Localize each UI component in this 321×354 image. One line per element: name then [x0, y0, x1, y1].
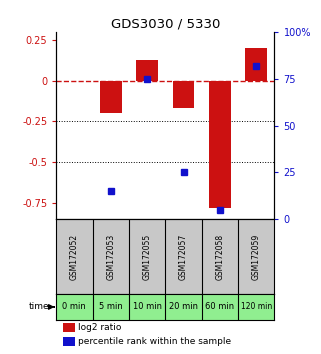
Bar	[100, 81, 122, 113]
Text: time: time	[29, 302, 50, 312]
Text: log2 ratio: log2 ratio	[78, 323, 121, 332]
Text: GSM172052: GSM172052	[70, 234, 79, 280]
Text: 20 min: 20 min	[169, 302, 198, 312]
Bar	[209, 81, 231, 208]
Bar	[63, 337, 75, 346]
Text: 60 min: 60 min	[205, 302, 234, 312]
Text: GSM172055: GSM172055	[143, 234, 152, 280]
Text: GSM172057: GSM172057	[179, 234, 188, 280]
Text: GSM172059: GSM172059	[252, 234, 261, 280]
Text: 0 min: 0 min	[63, 302, 86, 312]
Text: 10 min: 10 min	[133, 302, 162, 312]
Text: percentile rank within the sample: percentile rank within the sample	[78, 337, 231, 346]
Bar	[245, 48, 267, 81]
Text: 120 min: 120 min	[241, 302, 272, 312]
Title: GDS3030 / 5330: GDS3030 / 5330	[111, 18, 220, 31]
Text: GSM172058: GSM172058	[215, 234, 224, 280]
Bar	[136, 59, 158, 81]
Bar	[63, 322, 75, 332]
Text: 5 min: 5 min	[99, 302, 123, 312]
Text: GSM172053: GSM172053	[106, 234, 115, 280]
Bar	[173, 81, 195, 108]
